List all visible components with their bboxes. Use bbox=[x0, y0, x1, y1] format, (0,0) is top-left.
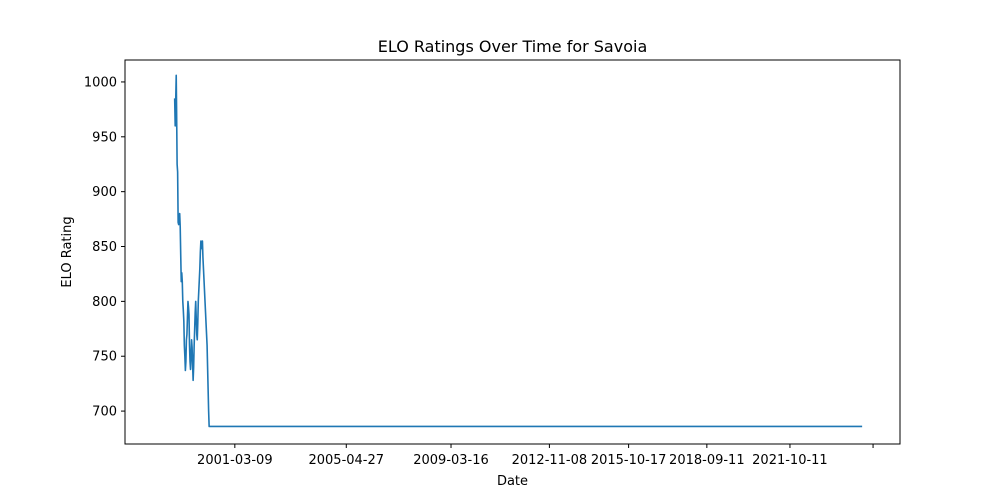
x-tick-label: 2012-11-08 bbox=[512, 453, 588, 468]
y-tick-label: 800 bbox=[92, 295, 117, 310]
chart-title: ELO Ratings Over Time for Savoia bbox=[378, 37, 648, 56]
y-tick-label: 900 bbox=[92, 185, 117, 200]
y-tick-label: 700 bbox=[92, 405, 117, 420]
y-axis: 700 750 800 850 900 950 1000 bbox=[84, 75, 125, 420]
x-axis-label: Date bbox=[497, 474, 528, 489]
x-axis: 2001-03-09 2005-04-27 2009-03-16 2012-11-08… bbox=[197, 444, 874, 468]
x-tick-label: 2018-09-11 bbox=[669, 453, 745, 468]
x-tick-label: 2005-04-27 bbox=[308, 453, 384, 468]
y-tick-label: 850 bbox=[92, 240, 117, 255]
series-layer bbox=[173, 74, 863, 428]
series-line-0 bbox=[173, 74, 863, 428]
y-tick-label: 1000 bbox=[84, 75, 117, 90]
x-tick-label: 2009-03-16 bbox=[413, 453, 489, 468]
plot-area bbox=[124, 59, 901, 445]
y-tick-label: 950 bbox=[92, 130, 117, 145]
x-tick-label: 2001-03-09 bbox=[197, 453, 273, 468]
x-tick-label: 2021-10-11 bbox=[752, 453, 828, 468]
x-tick-label: 2015-10-17 bbox=[591, 453, 667, 468]
y-axis-label: ELO Rating bbox=[60, 216, 75, 287]
plot-frame bbox=[124, 59, 901, 445]
y-tick-label: 750 bbox=[92, 350, 117, 365]
